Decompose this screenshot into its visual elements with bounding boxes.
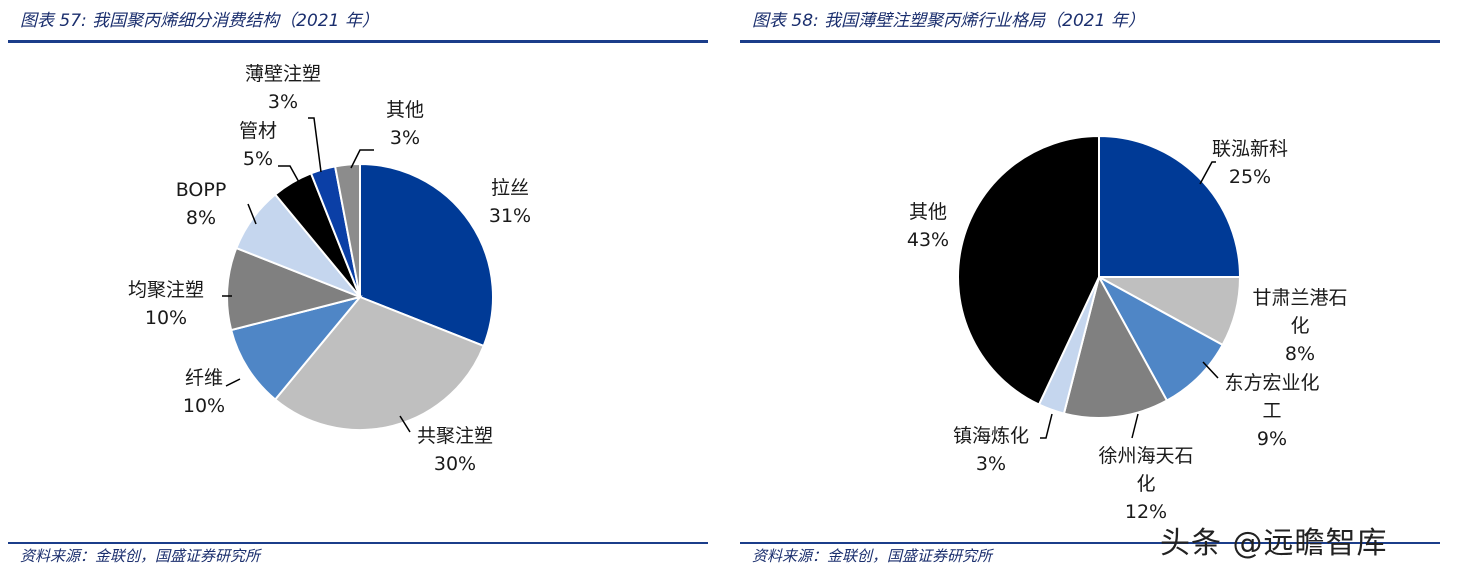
pie-slice-3 <box>226 246 364 332</box>
pie-slice-0 <box>1098 134 1242 278</box>
leader-line-4 <box>1040 413 1053 439</box>
slice-label-1: 共聚注塑 30% <box>417 425 493 475</box>
slice-label-5: 其他 43% <box>907 201 949 251</box>
slice-label-6: 薄壁注塑 3% <box>245 63 321 113</box>
leader-line-2 <box>1202 361 1219 379</box>
slice-label-2: 纤维 10% <box>183 367 225 417</box>
leader-line-6 <box>308 117 322 173</box>
leader-line-4 <box>247 203 257 225</box>
leader-line-2 <box>225 378 241 387</box>
chart-title: 图表 57: 我国聚丙烯细分消费结构（2021 年） <box>20 11 379 31</box>
pie-chart-industry: 联泓新科 25% 甘肃兰港石化 8%东方宏业化工 9% 徐州海天石化 12% 镇海炼化 3% 其他… <box>907 134 1348 523</box>
leader-line-5 <box>278 165 301 185</box>
pie-slice-5 <box>957 134 1100 406</box>
source-rule <box>8 542 708 544</box>
pie-chart-consumption: 拉丝 31% 共聚注塑 30% 纤维 10% 均聚注塑 10% BOPP 8% 管材 5% 薄壁注塑 3%… <box>128 63 531 475</box>
slice-label-0: 拉丝 31% <box>489 177 531 227</box>
title-rule <box>8 40 708 43</box>
slice-label-0: 联泓新科 25% <box>1212 138 1288 188</box>
slice-label-2: 东方宏业化工 9% <box>1224 372 1319 450</box>
slice-label-5: 管材 5% <box>239 120 277 170</box>
pie-slice-3 <box>1062 274 1169 419</box>
chart-source: 资料来源：金联创，国盛证券研究所 <box>752 547 993 565</box>
leader-line-0 <box>1199 161 1216 185</box>
watermark: 头条 @远瞻智库 <box>1160 526 1388 561</box>
slice-label-4: BOPP 8% <box>176 179 227 229</box>
pie-slice-1 <box>273 295 485 431</box>
title-rule <box>740 40 1440 43</box>
leader-line-7 <box>350 149 374 169</box>
chart-source: 资料来源：金联创，国盛证券研究所 <box>20 547 261 565</box>
pie-slice-2 <box>1096 274 1224 402</box>
pie-slice-0 <box>359 162 494 348</box>
leader-line-1 <box>399 415 411 433</box>
chart-title: 图表 58: 我国薄壁注塑聚丙烯行业格局（2021 年） <box>752 11 1145 31</box>
slice-label-7: 其他 3% <box>386 99 424 149</box>
slice-label-4: 镇海炼化 3% <box>953 425 1029 475</box>
pie-slice-7 <box>333 162 361 298</box>
left-chart-panel: 图表 57: 我国聚丙烯细分消费结构（2021 年） 拉丝 31% 共聚注塑 30% 纤… <box>8 0 708 580</box>
right-chart-panel: 图表 58: 我国薄壁注塑聚丙烯行业格局（2021 年） 联泓新科 25% 甘肃兰港… <box>740 0 1440 580</box>
slice-label-1: 甘肃兰港石化 8% <box>1252 287 1347 365</box>
leader-line-3 <box>1131 413 1139 439</box>
slice-label-3: 徐州海天石化 12% <box>1098 445 1193 523</box>
source-rule <box>740 542 1440 544</box>
slice-label-3: 均聚注塑 10% <box>128 279 204 329</box>
